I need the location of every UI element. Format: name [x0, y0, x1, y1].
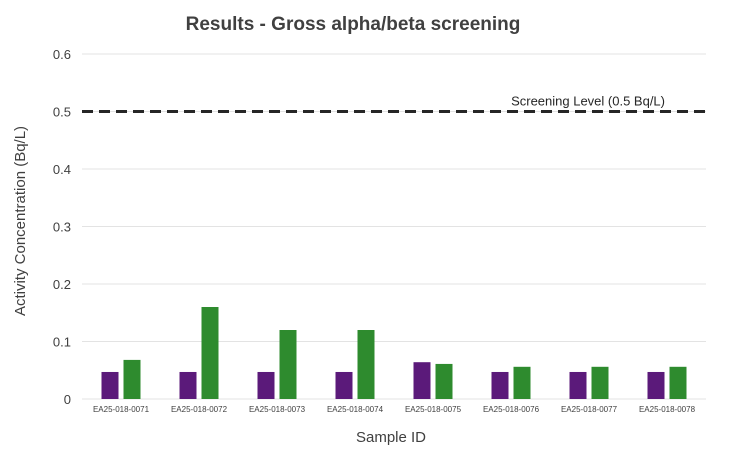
bar-series-1 — [335, 371, 353, 399]
bar-series-1 — [647, 371, 665, 399]
reference-line-group: Screening Level (0.5 Bq/L) — [82, 94, 706, 113]
x-tick-label: EA25-018-0072 — [171, 405, 228, 414]
x-tick-label: EA25-018-0071 — [93, 405, 150, 414]
bar-series-1 — [413, 362, 431, 399]
y-tick-label: 0 — [64, 392, 71, 407]
bar-series-2 — [669, 366, 687, 399]
bar-series-2 — [357, 330, 375, 399]
x-tick-label: EA25-018-0074 — [327, 405, 384, 414]
bar-series-2 — [435, 363, 453, 399]
x-axis-title: Sample ID — [356, 429, 426, 446]
x-tick-label: EA25-018-0075 — [405, 405, 462, 414]
bar-series-1 — [569, 371, 587, 399]
bar-series-2 — [513, 366, 531, 399]
y-tick-label: 0.6 — [53, 47, 71, 62]
y-tick-label: 0.4 — [53, 162, 71, 177]
reference-line-label: Screening Level (0.5 Bq/L) — [511, 94, 665, 109]
bar-series-2 — [123, 359, 141, 399]
y-axis-title: Activity Concentration (Bq/L) — [12, 126, 29, 316]
bar-series-2 — [201, 307, 219, 399]
bars — [101, 307, 687, 399]
bar-series-1 — [101, 371, 119, 399]
x-tick-label: EA25-018-0076 — [483, 405, 540, 414]
y-tick-label: 0.2 — [53, 277, 71, 292]
x-tick-label: EA25-018-0077 — [561, 405, 618, 414]
bar-series-2 — [591, 366, 609, 399]
bar-series-1 — [491, 371, 509, 399]
bar-series-1 — [179, 371, 197, 399]
x-tick-label: EA25-018-0078 — [639, 405, 696, 414]
y-tick-label: 0.5 — [53, 105, 71, 120]
x-axis-ticks: EA25-018-0071 EA25-018-0072 EA25-018-0073 E… — [93, 405, 696, 414]
y-axis-ticks: 0 0.1 0.2 0.3 0.4 0.5 0.6 — [53, 47, 71, 407]
bar-series-2 — [279, 330, 297, 399]
x-tick-label: EA25-018-0073 — [249, 405, 306, 414]
y-tick-label: 0.1 — [53, 335, 71, 350]
y-tick-label: 0.3 — [53, 220, 71, 235]
bar-series-1 — [257, 371, 275, 399]
chart-title: Results - Gross alpha/beta screening — [186, 14, 521, 35]
